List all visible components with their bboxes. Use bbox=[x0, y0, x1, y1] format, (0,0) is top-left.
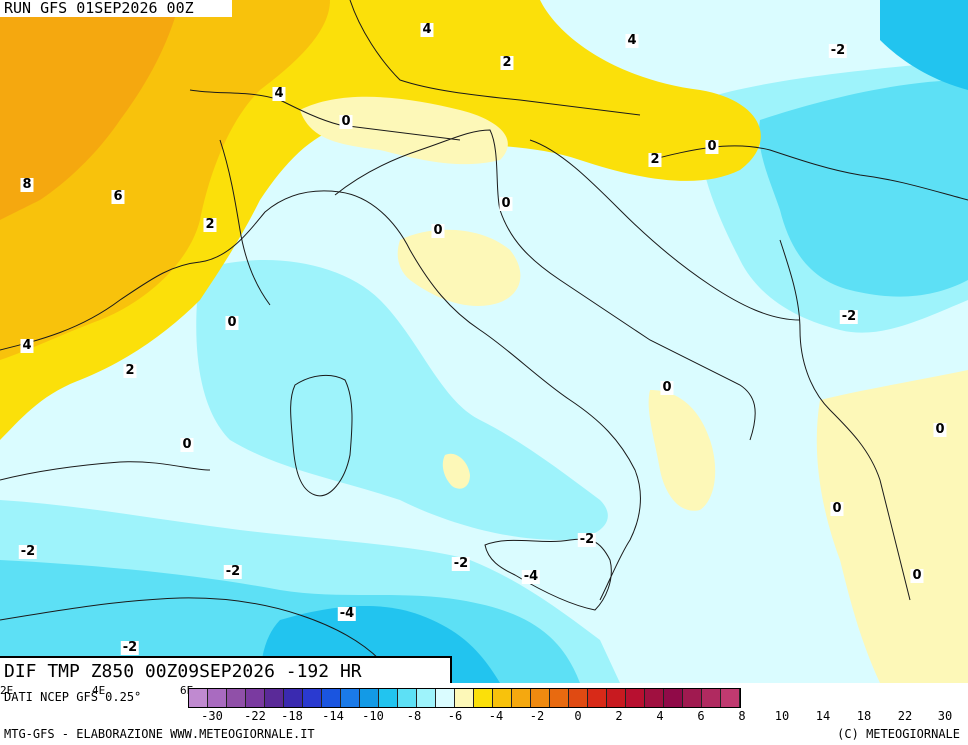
run-title: RUN GFS 01SEP2026 00Z bbox=[0, 0, 232, 17]
contour-label: 0 bbox=[705, 139, 719, 154]
colorbar-swatch bbox=[379, 689, 398, 707]
contour-label: 2 bbox=[203, 217, 217, 232]
contour-label: -2 bbox=[839, 309, 859, 324]
credit-right: (C) METEOGIORNALE bbox=[837, 727, 960, 741]
colorbar-tick-label: 10 bbox=[774, 709, 790, 723]
colorbar-tick-label: -8 bbox=[406, 709, 422, 723]
colorbar-tick-label: 4 bbox=[656, 709, 664, 723]
field-light-yellow-north bbox=[300, 96, 508, 165]
colorbar-swatch bbox=[265, 689, 284, 707]
lon-label: 4E bbox=[92, 684, 106, 697]
weather-map: 4 4 2 -2 4 0 0 2 8 6 2 0 0 0 -2 4 2 0 0 0 0 -2 -2 -2 -4 -2 -4 0 -2 R… bbox=[0, 0, 968, 683]
colorbar-tick-label: -14 bbox=[322, 709, 344, 723]
contour-label: 4 bbox=[420, 22, 434, 37]
colorbar-swatch bbox=[436, 689, 455, 707]
colorbar-tick-label: 0 bbox=[574, 709, 582, 723]
colorbar-swatch bbox=[721, 689, 740, 707]
forecast-title: DIF TMP Z850 00Z09SEP2026 -192 HR bbox=[0, 656, 452, 683]
contour-label: 0 bbox=[830, 501, 844, 516]
contour-label: 4 bbox=[272, 86, 286, 101]
colorbar-swatch bbox=[588, 689, 607, 707]
colorbar-swatch bbox=[512, 689, 531, 707]
colorbar-tick-label: 2 bbox=[615, 709, 623, 723]
colorbar-swatch bbox=[284, 689, 303, 707]
colorbar-swatch bbox=[493, 689, 512, 707]
contour-label: -4 bbox=[337, 606, 357, 621]
contour-label: 4 bbox=[20, 338, 34, 353]
field-orange-west bbox=[0, 0, 180, 220]
colorbar-swatch bbox=[626, 689, 645, 707]
colorbar-tick-label: 18 bbox=[856, 709, 872, 723]
contour-label: 0 bbox=[339, 114, 353, 129]
colorbar-swatch bbox=[398, 689, 417, 707]
field-light-yellow-calabria bbox=[648, 390, 716, 511]
colorbar-swatch bbox=[569, 689, 588, 707]
colorbar-swatch bbox=[322, 689, 341, 707]
colorbar-tick-label: -2 bbox=[529, 709, 545, 723]
colorbar-swatch bbox=[683, 689, 702, 707]
contour-label: -2 bbox=[18, 544, 38, 559]
contour-label: 4 bbox=[625, 33, 639, 48]
field-blue-east bbox=[880, 0, 968, 90]
contour-label: 0 bbox=[431, 223, 445, 238]
contour-label: 0 bbox=[910, 568, 924, 583]
contour-label: 0 bbox=[180, 437, 194, 452]
field-light-yellow-greece bbox=[816, 370, 968, 683]
field-cyan-tyrrhenian bbox=[196, 260, 608, 540]
colorbar-tick-label: 30 bbox=[937, 709, 953, 723]
colorbar-swatch bbox=[341, 689, 360, 707]
contour-label: -2 bbox=[120, 640, 140, 655]
contour-label: 8 bbox=[20, 177, 34, 192]
temperature-field bbox=[0, 0, 968, 683]
colorbar-swatch bbox=[189, 689, 208, 707]
colorbar-swatch bbox=[531, 689, 550, 707]
colorbar-tick-label: -18 bbox=[281, 709, 303, 723]
colorbar-swatch bbox=[702, 689, 721, 707]
contour-label: -2 bbox=[223, 564, 243, 579]
colorbar-tick-label: -22 bbox=[244, 709, 266, 723]
lon-label: 2E bbox=[0, 684, 14, 697]
colorbar-swatch bbox=[208, 689, 227, 707]
colorbar-tick-label: -4 bbox=[488, 709, 504, 723]
colorbar-swatch bbox=[474, 689, 493, 707]
contour-label: -2 bbox=[577, 532, 597, 547]
contour-label: 0 bbox=[660, 380, 674, 395]
coastlines bbox=[0, 0, 968, 661]
colorbar-swatch bbox=[607, 689, 626, 707]
contour-label: -4 bbox=[521, 569, 541, 584]
contour-label: -2 bbox=[451, 556, 471, 571]
field-deep-cyan-east bbox=[759, 80, 968, 297]
colorbar-swatch bbox=[360, 689, 379, 707]
colorbar-tick-label: 22 bbox=[897, 709, 913, 723]
contour-label: 0 bbox=[225, 315, 239, 330]
contour-label: -2 bbox=[828, 43, 848, 58]
colorbar-swatch bbox=[417, 689, 436, 707]
data-source: DATI NCEP GFS 0.25° bbox=[4, 690, 142, 704]
colorbar-swatch bbox=[246, 689, 265, 707]
credit-left: MTG-GFS - ELABORAZIONE WWW.METEOGIORNALE… bbox=[4, 727, 315, 741]
contour-label: 2 bbox=[648, 152, 662, 167]
colorbar-tick-label: 6 bbox=[697, 709, 705, 723]
colorbar-tick-label: -6 bbox=[447, 709, 463, 723]
colorbar-swatch bbox=[664, 689, 683, 707]
field-light-yellow-central bbox=[397, 229, 521, 306]
field-light-yellow-sicily bbox=[442, 453, 470, 489]
colorbar-swatch bbox=[227, 689, 246, 707]
colorbar-swatch bbox=[550, 689, 569, 707]
colorbar-tick-label: -10 bbox=[362, 709, 384, 723]
contour-label: 0 bbox=[499, 196, 513, 211]
colorbar-swatch bbox=[455, 689, 474, 707]
colorbar bbox=[188, 688, 741, 708]
colorbar-swatch bbox=[645, 689, 664, 707]
contour-label: 2 bbox=[123, 363, 137, 378]
colorbar-tick-label: -30 bbox=[201, 709, 223, 723]
colorbar-tick-label: 14 bbox=[815, 709, 831, 723]
contour-label: 2 bbox=[500, 55, 514, 70]
colorbar-swatch bbox=[303, 689, 322, 707]
contour-label: 6 bbox=[111, 189, 125, 204]
contour-label: 0 bbox=[933, 422, 947, 437]
colorbar-tick-label: 8 bbox=[738, 709, 746, 723]
